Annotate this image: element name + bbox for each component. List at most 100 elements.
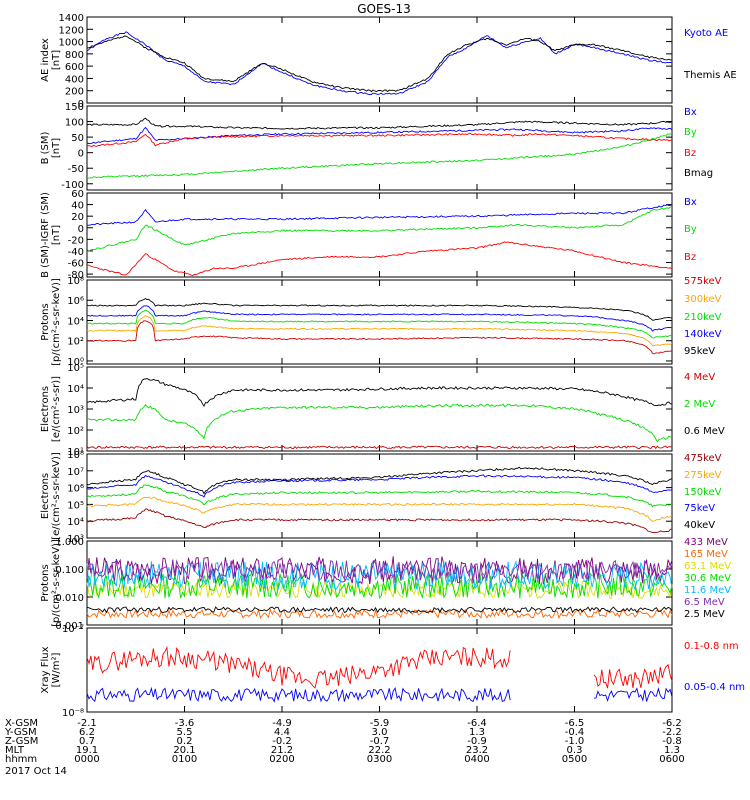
series-line: [86, 484, 673, 508]
y-tick-label: 20: [71, 212, 84, 223]
footer-cell: 5.5: [177, 727, 193, 738]
y-tick-label: 10³: [67, 405, 84, 416]
series-line: [593, 663, 673, 689]
series-line: [86, 403, 672, 443]
series-line: [86, 508, 673, 534]
panel-2: -100 -50 0 50 100 150 B (SM)[nT] Bx By Bz Bmag: [40, 102, 713, 191]
y-tick-label: 1.000: [55, 537, 84, 548]
y-tick-label: 10²: [67, 337, 84, 348]
footer-cell: 19.1: [76, 745, 98, 756]
footer-cell: -4.9: [272, 718, 292, 729]
legend-entry: 475keV: [684, 453, 722, 464]
y-tick-label: 10⁴: [67, 517, 84, 528]
legend-entry: 165 MeV: [684, 549, 728, 560]
legend-entry: Bx: [684, 107, 697, 118]
y-tick-label: 10⁶: [67, 296, 84, 307]
footer-cell: 0.3: [567, 745, 583, 756]
legend-entry: 95keV: [684, 346, 715, 357]
y-tick-label: 200: [65, 87, 84, 98]
y-tick-label: 0: [78, 224, 84, 235]
footer-cell: 1.3: [469, 727, 485, 738]
series-line: [86, 206, 673, 253]
footer-cell: -6.4: [467, 718, 487, 729]
series-line: [86, 309, 673, 339]
series-line: [86, 606, 673, 614]
y-tick-label: 1400: [59, 13, 84, 24]
legend-entry: 433 MeV: [684, 537, 728, 548]
series-line: [86, 126, 673, 145]
series-line: [86, 31, 673, 96]
y-axis-label: Electrons[e/(cm²-s-sr)]: [40, 376, 62, 442]
legend-entry: Kyoto AE: [684, 28, 728, 39]
footer-cell: 0.2: [177, 736, 193, 747]
y-tick-label: 10³: [67, 534, 84, 545]
footer-cell: 3.0: [372, 727, 388, 738]
footer-cell: -0.9: [467, 736, 487, 747]
footer-cell: -2.2: [662, 727, 682, 738]
series-line: [86, 203, 673, 226]
y-tick-label: -20: [68, 235, 84, 246]
legend-entry: 300keV: [684, 294, 722, 305]
legend-entry: Bz: [684, 148, 696, 159]
footer-cell: 23.2: [466, 745, 488, 756]
y-tick-label: -40: [68, 247, 84, 258]
footer-cell: -1.0: [565, 736, 585, 747]
y-axis-label: B (SM)[nT]: [40, 131, 62, 164]
series-line: [86, 315, 673, 347]
footer-cell: 0400: [464, 754, 489, 765]
footer-cell: -0.8: [662, 736, 682, 747]
footer-cell: 1.3: [664, 745, 680, 756]
footer-row-label: hhmm: [5, 754, 37, 765]
y-tick-label: 150: [65, 102, 84, 113]
footer-row-label: MLT: [5, 745, 25, 756]
footer-row-label: Z-GSM: [5, 736, 38, 747]
footer-cell: -5.9: [370, 718, 390, 729]
panel-frame: [86, 192, 673, 278]
footer-cell: 22.2: [368, 745, 390, 756]
legend-entry: 63.1 MeV: [684, 561, 731, 572]
footer-cell: 0.7: [79, 736, 95, 747]
y-tick-label: 600: [65, 62, 84, 73]
footer-cell: -3.6: [175, 718, 195, 729]
y-tick-label: 100: [65, 118, 84, 129]
y-axis-label: AE index[nT]: [40, 38, 62, 82]
panel-frame: [86, 279, 673, 365]
y-tick-label: 1200: [59, 25, 84, 36]
series-line: [86, 474, 673, 498]
y-tick-label: 10⁰: [67, 357, 84, 368]
y-tick-label: 0.001: [55, 621, 84, 632]
legend-entry: 0.05-0.4 nm: [684, 682, 745, 693]
y-tick-label: -50: [68, 164, 84, 175]
series-line: [86, 117, 673, 130]
footer-cell: 4.4: [274, 727, 290, 738]
y-tick-label: 0.010: [55, 593, 84, 604]
y-tick-label: 0: [78, 99, 84, 110]
series-line: [86, 571, 673, 600]
y-tick-label: 50: [71, 133, 84, 144]
legend-entry: Themis AE: [683, 70, 737, 81]
panel-5: 10¹ 10² 10³ 10⁴ 10⁵ Electrons[e/(cm²-s-sr)] 4 …: [40, 363, 725, 458]
series-line: [593, 687, 673, 703]
legend-entry: 75keV: [684, 503, 715, 514]
panel-6: 10³ 10⁴ 10⁵ 10⁶ 10⁷ 10⁸ Electrons[e/(cm²-s-sr-…: [40, 450, 722, 545]
y-tick-label: 400: [65, 74, 84, 85]
series-line: [86, 686, 511, 703]
y-tick-label: 10⁶: [67, 484, 84, 495]
footer-cell: 0300: [367, 754, 392, 765]
footer-cell: -6.5: [565, 718, 585, 729]
y-tick-label: 40: [71, 201, 84, 212]
y-tick-label: 800: [65, 50, 84, 61]
legend-entry: 575keV: [684, 276, 722, 287]
series-line: [86, 320, 673, 355]
legend-entry: 210keV: [684, 312, 722, 323]
y-tick-label: 10²: [67, 426, 84, 437]
footer-row-label: X-GSM: [5, 718, 38, 729]
footer-cell: 21.2: [271, 745, 293, 756]
panel-frame: [86, 366, 673, 452]
legend-entry: 0.1-0.8 nm: [684, 641, 739, 652]
series-line: [86, 559, 673, 582]
footer-cell: -0.7: [370, 736, 390, 747]
y-tick-label: 10⁻⁸: [62, 708, 84, 719]
